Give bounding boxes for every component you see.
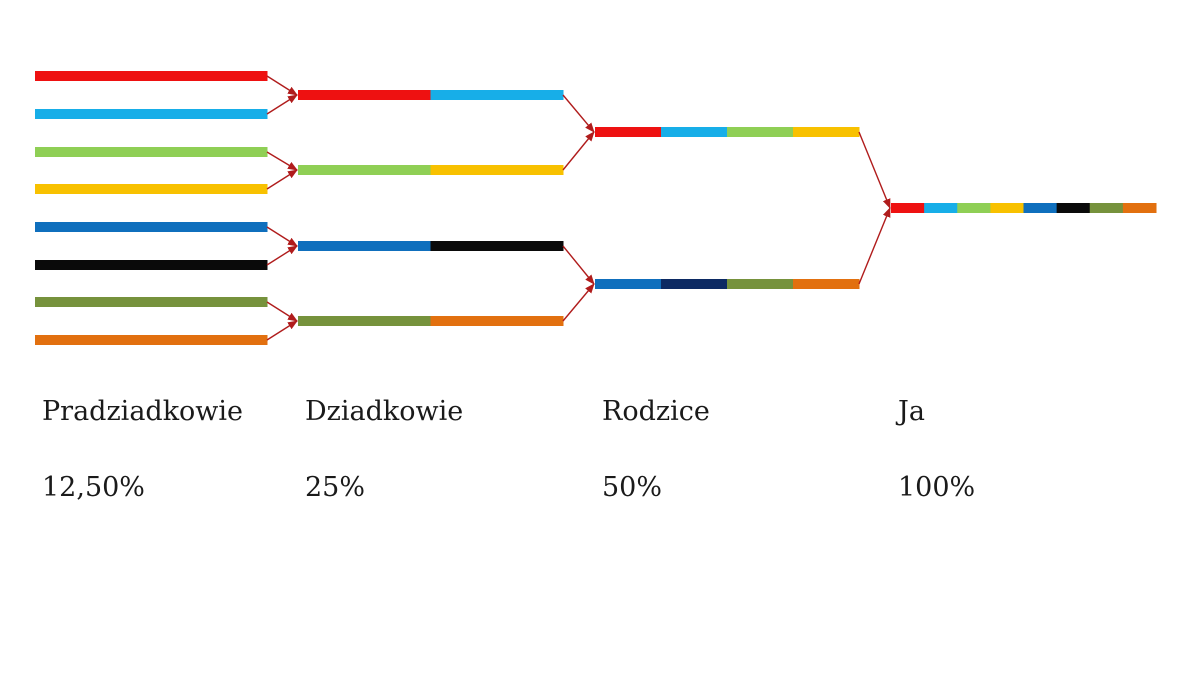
inheritance-arrow — [562, 131, 595, 171]
inheritance-arrow — [562, 283, 595, 322]
bar-great-grandparents-2 — [35, 109, 268, 119]
bar-segment-light-green — [35, 147, 268, 157]
bar-segment-navy — [661, 279, 728, 289]
generation-label-me: Ja — [898, 396, 925, 427]
inheritance-arrow — [266, 75, 298, 96]
bar-grandparents-1 — [298, 90, 564, 100]
bar-segment-yellow — [990, 203, 1025, 213]
bar-segment-olive — [727, 279, 794, 289]
bar-parents-1 — [595, 127, 860, 137]
bar-segment-red — [298, 90, 431, 100]
bars-layer — [35, 71, 1157, 345]
bar-great-grandparents-7 — [35, 297, 268, 307]
generation-percent-parents: 50% — [602, 472, 663, 503]
inheritance-arrow — [562, 245, 595, 285]
generation-label-parents: Rodzice — [602, 396, 710, 427]
bar-segment-yellow — [430, 165, 564, 175]
inheritance-arrow — [266, 301, 298, 322]
inheritance-arrow — [266, 320, 298, 341]
bar-segment-light-blue — [924, 203, 958, 213]
bar-segment-light-green — [957, 203, 991, 213]
bar-segment-black — [1056, 203, 1091, 213]
bar-segment-red — [35, 71, 268, 81]
inheritance-arrow — [266, 169, 298, 190]
bar-segment-yellow — [35, 184, 268, 194]
bar-segment-orange — [1122, 203, 1157, 213]
inheritance-arrow — [266, 94, 298, 115]
generation-percent-great-grandparents: 12,50% — [42, 472, 145, 503]
bar-grandparents-4 — [298, 316, 564, 326]
inheritance-arrow — [266, 226, 298, 247]
bar-segment-yellow — [793, 127, 860, 137]
bar-segment-olive — [298, 316, 431, 326]
bar-great-grandparents-4 — [35, 184, 268, 194]
bar-segment-light-blue — [661, 127, 728, 137]
generation-label-great-grandparents: Pradziadkowie — [42, 396, 244, 427]
bar-segment-black — [35, 260, 268, 270]
inheritance-arrow — [266, 245, 298, 266]
generation-percent-grandparents: 25% — [305, 472, 366, 503]
bar-great-grandparents-6 — [35, 260, 268, 270]
bar-segment-light-blue — [35, 109, 268, 119]
inheritance-arrow — [266, 151, 298, 171]
bar-segment-blue — [35, 222, 268, 232]
bar-segment-blue — [595, 279, 662, 289]
bar-great-grandparents-8 — [35, 335, 268, 345]
inheritance-arrow — [562, 94, 595, 133]
arrows-layer — [266, 75, 891, 341]
bar-segment-black — [430, 241, 564, 251]
bar-segment-blue — [298, 241, 431, 251]
inheritance-arrow — [858, 131, 891, 209]
bar-great-grandparents-5 — [35, 222, 268, 232]
bar-great-grandparents-1 — [35, 71, 268, 81]
bar-segment-light-blue — [430, 90, 564, 100]
generation-percent-me: 100% — [898, 472, 976, 503]
bar-segment-light-green — [727, 127, 794, 137]
inheritance-arrow — [858, 207, 891, 285]
bar-parents-2 — [595, 279, 860, 289]
bar-segment-red — [595, 127, 662, 137]
bar-segment-orange — [35, 335, 268, 345]
bar-segment-orange — [793, 279, 860, 289]
bar-me-1 — [891, 203, 1157, 213]
bar-segment-orange — [430, 316, 564, 326]
bar-segment-olive — [35, 297, 268, 307]
bar-segment-red — [891, 203, 925, 213]
bar-grandparents-3 — [298, 241, 564, 251]
bar-segment-light-green — [298, 165, 431, 175]
bar-segment-blue — [1023, 203, 1058, 213]
generation-label-grandparents: Dziadkowie — [305, 396, 464, 427]
bar-grandparents-2 — [298, 165, 564, 175]
bar-great-grandparents-3 — [35, 147, 268, 157]
bar-segment-olive — [1089, 203, 1124, 213]
